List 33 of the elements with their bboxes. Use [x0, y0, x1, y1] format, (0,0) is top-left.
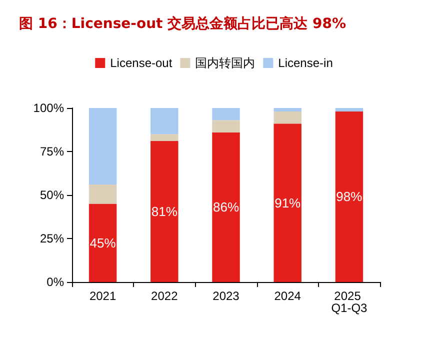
bar	[274, 124, 302, 282]
data-label: 98%	[336, 189, 363, 204]
bar	[335, 108, 364, 112]
data-label: 91%	[274, 195, 302, 210]
legend-label: License-out	[110, 56, 173, 70]
chart-title: 图 16：License-out 交易总金额占比已高达 98%	[19, 15, 346, 32]
bar	[212, 120, 240, 132]
data-label: 45%	[90, 235, 116, 250]
y-tick-label: 25%	[40, 232, 64, 246]
bar	[212, 108, 240, 120]
bar	[150, 141, 178, 282]
data-label: 86%	[212, 200, 240, 215]
data-label: 81%	[151, 204, 178, 220]
x-tick-label: 2024	[274, 289, 302, 303]
bar	[88, 108, 117, 185]
bar	[274, 111, 302, 124]
bar	[150, 134, 178, 142]
y-tick-label: 75%	[40, 144, 64, 158]
legend-label: License-in	[278, 56, 333, 70]
x-tick-label: 2023	[212, 289, 240, 303]
bar	[335, 111, 364, 282]
x-tick-label: 2022	[151, 289, 178, 303]
bar	[88, 204, 117, 282]
x-tick-label: 2021	[89, 289, 116, 303]
y-tick-label: 100%	[33, 101, 64, 115]
y-tick-label: 50%	[40, 188, 64, 202]
bar	[150, 108, 178, 134]
legend-label: 国内转国内	[195, 56, 256, 70]
y-tick-label: 0%	[46, 275, 64, 289]
x-tick-label: 2025 Q1-Q3	[331, 289, 368, 315]
bar	[88, 184, 117, 204]
bar	[274, 108, 302, 112]
bar	[212, 132, 240, 282]
